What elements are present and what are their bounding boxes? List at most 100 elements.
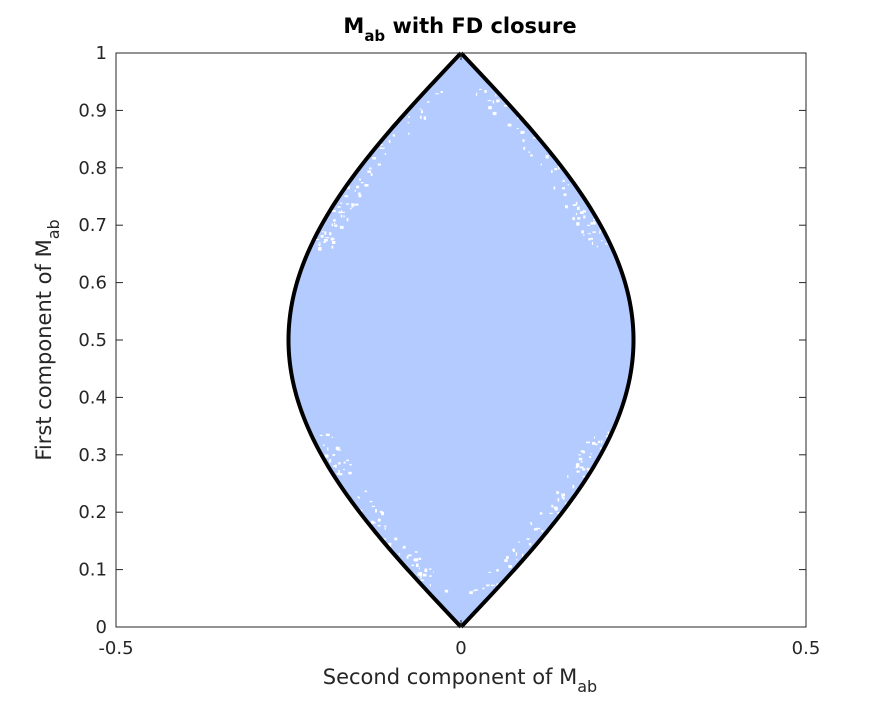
fill-speckle (346, 203, 349, 205)
fill-speckle (407, 132, 410, 135)
fill-speckle (357, 496, 360, 499)
fill-speckle (496, 569, 499, 572)
fill-speckle (557, 512, 560, 514)
boundary-curve-right (459, 51, 636, 629)
fill-speckle (331, 238, 335, 240)
fill-speckle (364, 184, 369, 187)
fill-speckle (335, 464, 337, 468)
fill-speckle (508, 565, 512, 568)
fill-speckle (586, 467, 590, 470)
fill-speckle (420, 110, 423, 114)
fill-speckle (601, 240, 603, 242)
fill-speckle (488, 106, 492, 110)
fill-speckle (315, 239, 320, 241)
fill-speckle (557, 498, 560, 502)
fill-speckle (575, 466, 578, 469)
fill-speckle (388, 543, 391, 547)
y-tick-label: 0 (96, 617, 107, 638)
fill-speckle (512, 549, 515, 552)
fill-speckle (369, 167, 372, 170)
fill-speckle (551, 170, 553, 173)
fill-speckle (581, 230, 584, 234)
fill-speckle (528, 543, 532, 546)
fill-speckle (594, 436, 596, 439)
fill-speckle (590, 222, 593, 225)
fill-speckle (338, 470, 340, 474)
fill-speckle (392, 134, 395, 137)
fill-speckle (394, 537, 398, 541)
fill-speckle (384, 153, 387, 155)
fill-speckle (322, 231, 324, 233)
fill-speckle (472, 590, 476, 592)
fill-speckle (469, 591, 473, 595)
fill-speckle (338, 447, 341, 449)
boundary-curve-left (286, 51, 463, 629)
fill-speckle (351, 203, 355, 205)
fill-speckle (575, 463, 580, 467)
fill-speckle (507, 123, 512, 127)
x-axis-label-main: Second component of M (323, 665, 577, 689)
fill-speckle (418, 557, 422, 560)
fill-speckle (523, 146, 526, 150)
fill-speckle (331, 210, 336, 212)
fill-speckle (324, 239, 328, 242)
fill-speckle (590, 237, 593, 240)
fill-speckle (384, 527, 386, 530)
fill-speckle (515, 552, 518, 556)
fill-speckle (381, 511, 384, 516)
fill-speckle (579, 466, 584, 469)
fill-speckle (402, 545, 406, 549)
fill-speckle (557, 166, 560, 170)
fill-speckle (580, 461, 583, 463)
fill-speckle (578, 454, 581, 456)
fill-speckle (533, 528, 538, 531)
fill-speckle (420, 575, 422, 579)
fill-speckle (418, 572, 423, 576)
fill-speckle (529, 522, 532, 524)
fill-speckle (381, 147, 385, 149)
fill-speckle (407, 122, 410, 124)
fill-speckle (530, 522, 533, 526)
fill-speckle (371, 505, 376, 507)
fill-speckle (582, 468, 586, 471)
fill-speckle (343, 215, 345, 218)
fill-speckle (327, 447, 329, 451)
fill-speckle (605, 243, 608, 245)
fill-speckle (518, 541, 520, 543)
chart-title-main: M (343, 14, 364, 38)
fill-speckle (541, 529, 544, 533)
fill-speckle (359, 178, 361, 181)
fill-speckle (334, 224, 338, 227)
fill-speckle (364, 490, 367, 493)
fill-speckle (344, 195, 349, 198)
y-tick-label: 0.1 (78, 560, 107, 581)
fill-speckles (315, 88, 610, 595)
fill-speckle (338, 462, 341, 465)
fill-speckle (476, 92, 478, 96)
fill-speckle (352, 204, 355, 206)
fill-speckle (562, 187, 566, 190)
fill-speckle (332, 241, 336, 244)
fill-speckle (563, 193, 567, 197)
fill-speckle (383, 538, 387, 540)
fill-speckle (359, 497, 360, 499)
fill-speckle (545, 155, 549, 159)
fill-speckle (406, 555, 409, 559)
fill-speckle (580, 450, 585, 453)
fill-speckle (572, 484, 575, 489)
fill-speckle (487, 100, 492, 102)
fill-speckle (575, 201, 578, 206)
fill-speckle (320, 235, 324, 238)
chart-title: Mab with FD closure (343, 14, 576, 45)
y-axis-label: First component of Mab (32, 219, 63, 460)
fill-speckle (474, 589, 478, 591)
y-axis-label-main: First component of M (32, 239, 56, 460)
fill-speckle (429, 584, 431, 587)
fill-speckle (340, 202, 343, 204)
fill-speckle (582, 475, 586, 478)
fill-speckle (484, 90, 487, 93)
fill-speckle (592, 231, 596, 233)
fill-speckle (496, 583, 499, 586)
